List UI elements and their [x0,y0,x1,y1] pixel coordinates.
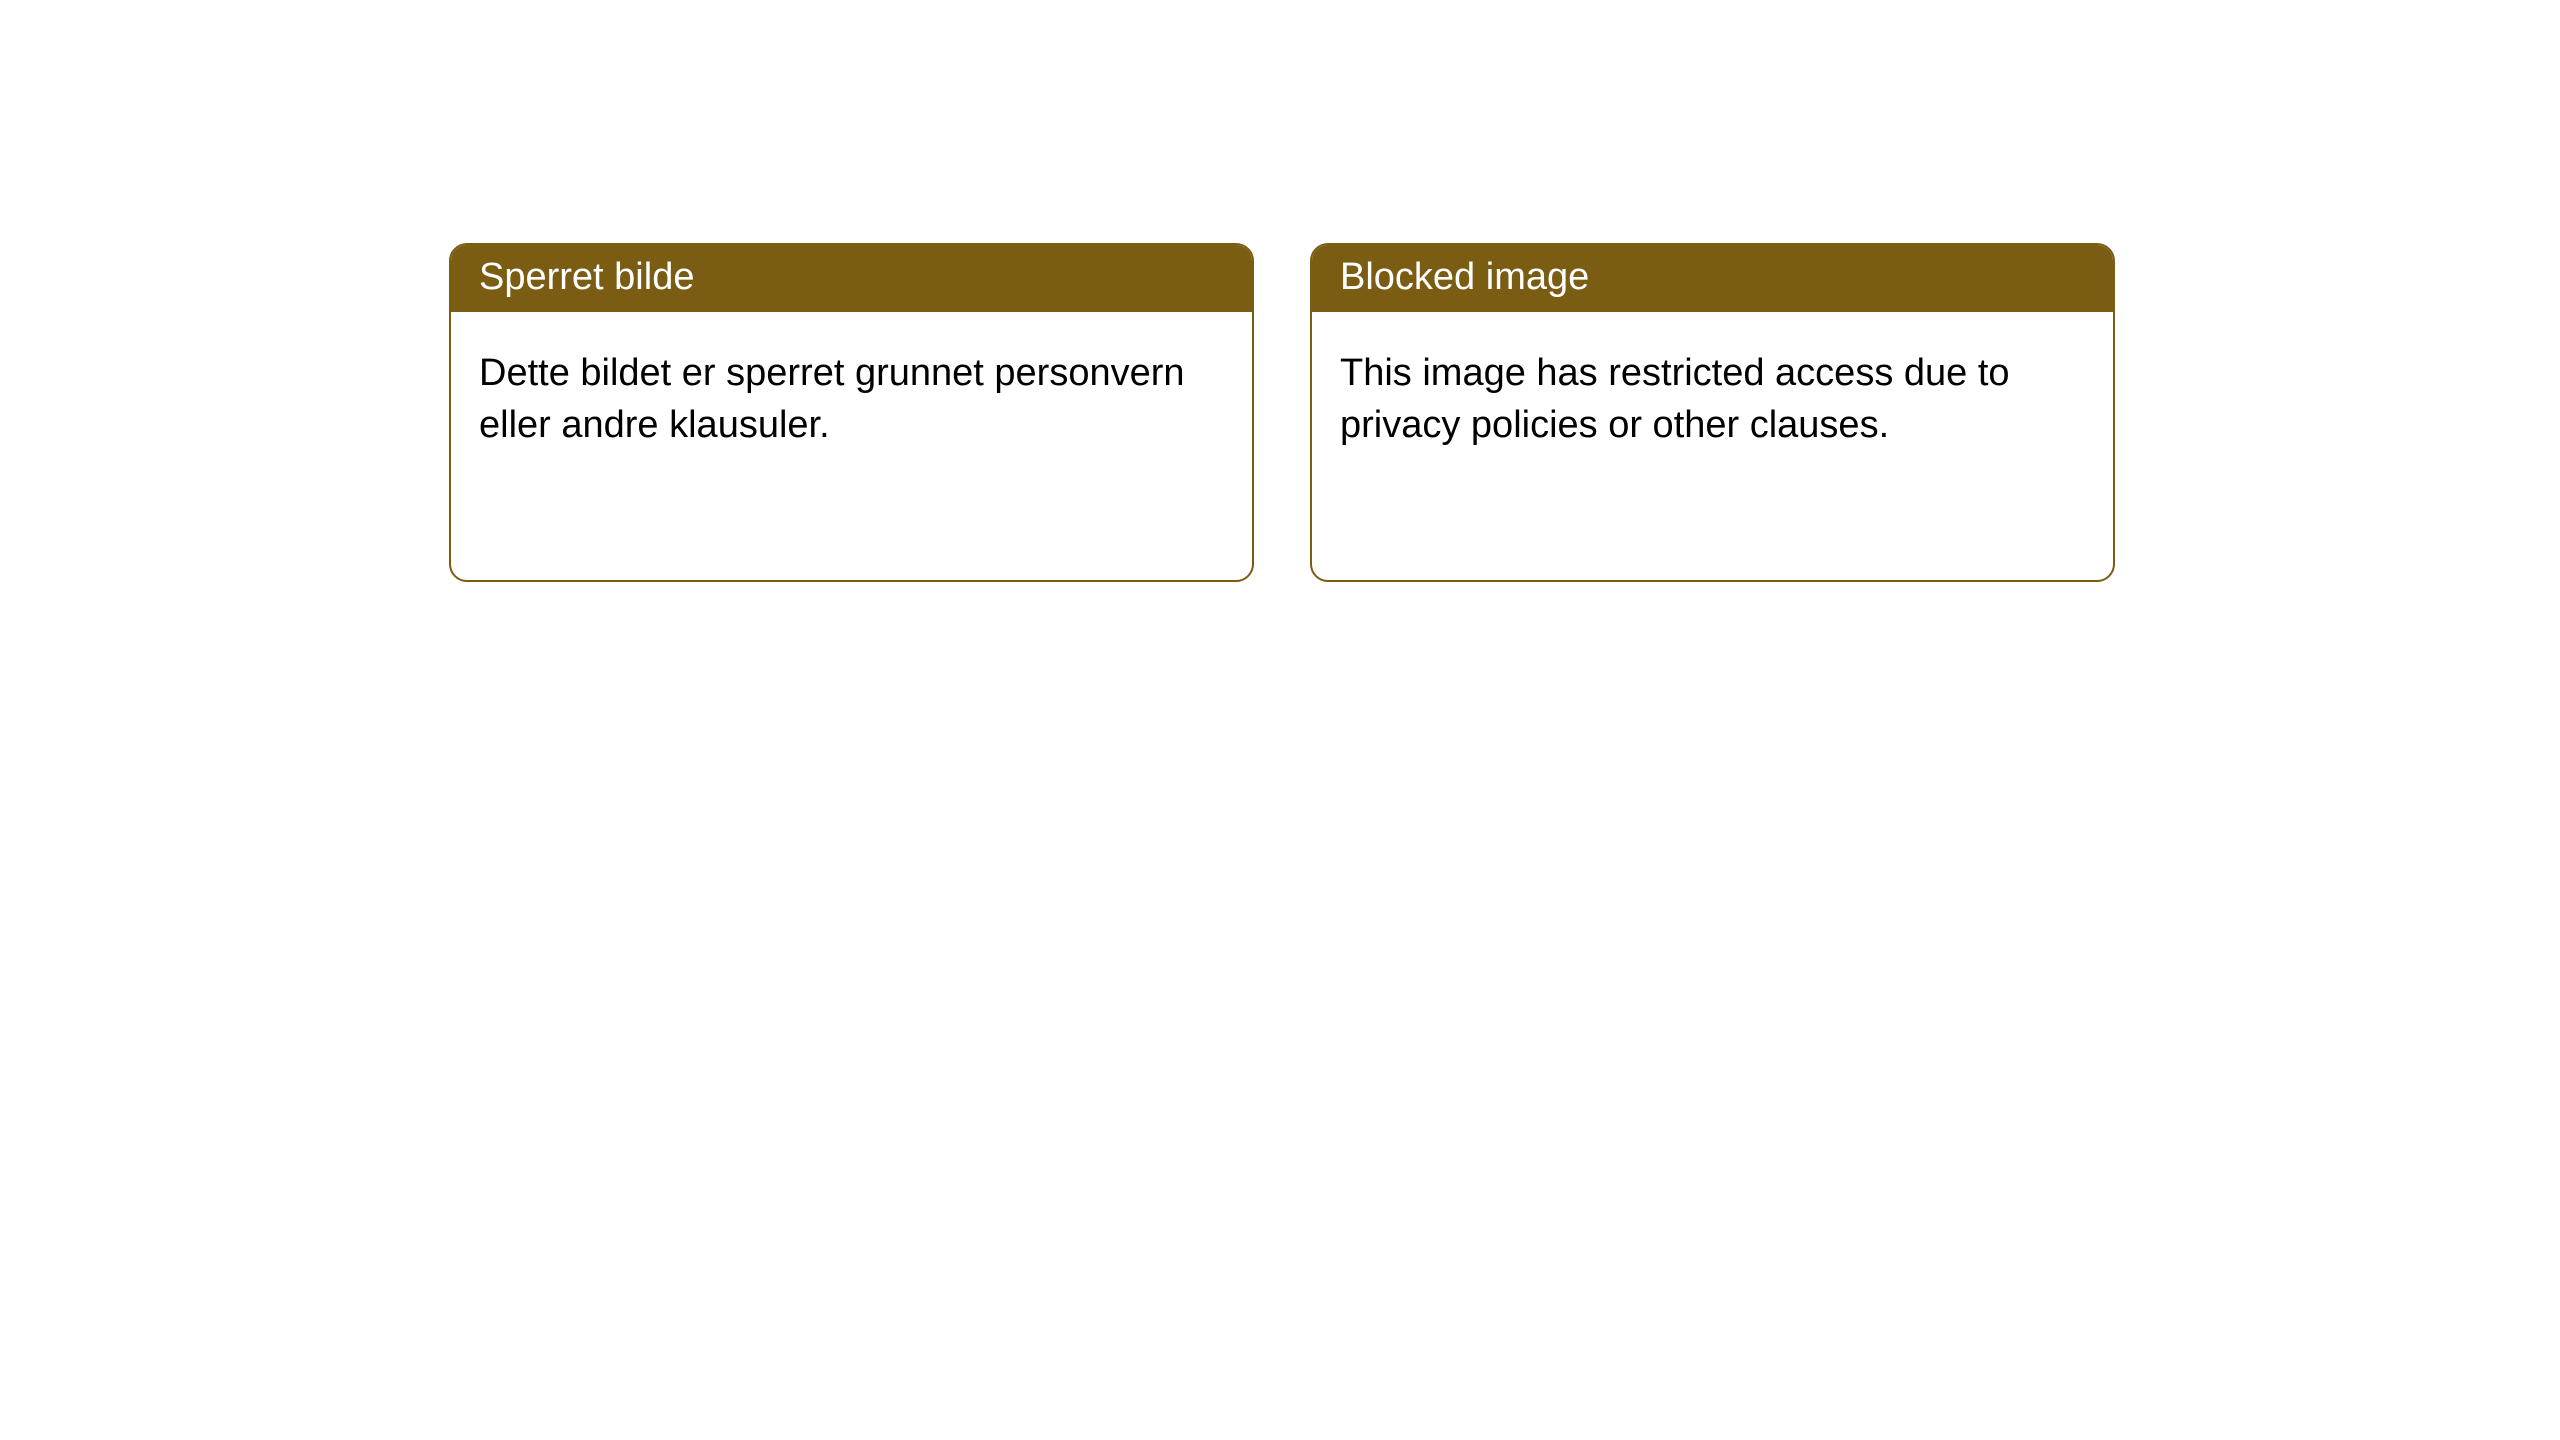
card-body: This image has restricted access due to … [1312,312,2113,487]
card-body: Dette bildet er sperret grunnet personve… [451,312,1252,487]
card-header: Sperret bilde [451,245,1252,312]
message-container: Sperret bilde Dette bildet er sperret gr… [449,243,2115,582]
blocked-image-card-norwegian: Sperret bilde Dette bildet er sperret gr… [449,243,1254,582]
blocked-image-card-english: Blocked image This image has restricted … [1310,243,2115,582]
card-header: Blocked image [1312,245,2113,312]
